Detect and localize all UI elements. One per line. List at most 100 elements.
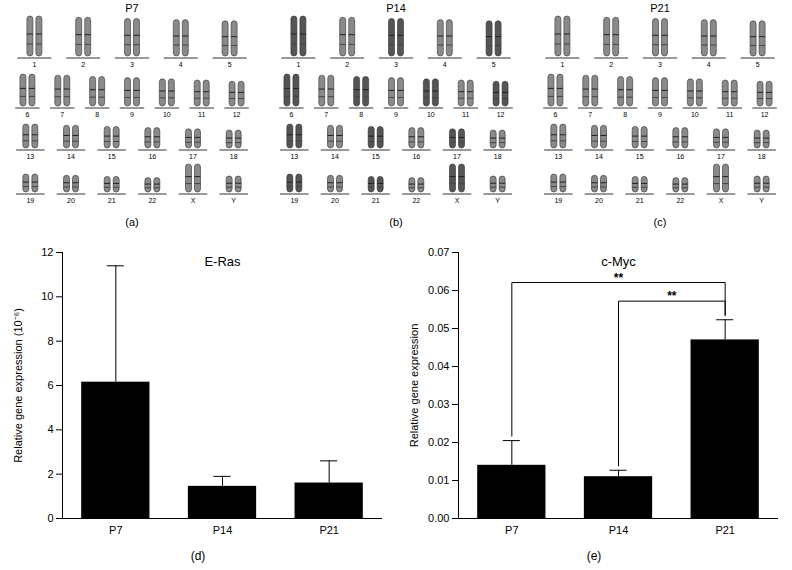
svg-text:7: 7 bbox=[60, 111, 64, 118]
svg-text:21: 21 bbox=[372, 197, 380, 204]
svg-text:11: 11 bbox=[726, 111, 733, 118]
svg-text:P14: P14 bbox=[609, 524, 629, 536]
svg-text:5: 5 bbox=[492, 61, 496, 68]
svg-text:19: 19 bbox=[290, 197, 298, 204]
svg-text:0.01: 0.01 bbox=[428, 474, 449, 486]
svg-text:9: 9 bbox=[658, 111, 662, 118]
svg-text:3: 3 bbox=[394, 61, 398, 68]
svg-text:X: X bbox=[719, 197, 724, 204]
svg-text:21: 21 bbox=[108, 197, 116, 204]
svg-text:P14: P14 bbox=[213, 524, 233, 536]
svg-text:12: 12 bbox=[41, 246, 53, 258]
svg-text:2: 2 bbox=[47, 468, 53, 480]
svg-text:8: 8 bbox=[359, 111, 363, 118]
svg-text:P7: P7 bbox=[505, 524, 518, 536]
svg-text:5: 5 bbox=[228, 61, 232, 68]
svg-text:c-Myc: c-Myc bbox=[601, 254, 636, 269]
svg-text:17: 17 bbox=[717, 153, 725, 160]
svg-text:0.06: 0.06 bbox=[428, 284, 449, 296]
svg-text:17: 17 bbox=[189, 153, 197, 160]
svg-text:P14: P14 bbox=[386, 2, 406, 14]
svg-text:22: 22 bbox=[412, 197, 420, 204]
svg-text:Y: Y bbox=[231, 197, 236, 204]
svg-text:18: 18 bbox=[230, 153, 238, 160]
svg-text:Y: Y bbox=[759, 197, 764, 204]
svg-text:P21: P21 bbox=[319, 524, 339, 536]
svg-text:22: 22 bbox=[148, 197, 156, 204]
svg-text:X: X bbox=[455, 197, 460, 204]
svg-text:1: 1 bbox=[296, 61, 300, 68]
svg-text:12: 12 bbox=[761, 111, 769, 118]
svg-text:0.04: 0.04 bbox=[428, 360, 449, 372]
svg-text:20: 20 bbox=[331, 197, 339, 204]
svg-text:2: 2 bbox=[81, 61, 85, 68]
svg-text:E-Ras: E-Ras bbox=[204, 254, 241, 269]
svg-text:20: 20 bbox=[595, 197, 603, 204]
svg-text:21: 21 bbox=[636, 197, 644, 204]
svg-text:20: 20 bbox=[67, 197, 75, 204]
svg-text:16: 16 bbox=[676, 153, 684, 160]
svg-text:0: 0 bbox=[47, 512, 53, 524]
svg-text:1: 1 bbox=[560, 61, 564, 68]
svg-text:14: 14 bbox=[67, 153, 75, 160]
svg-text:7: 7 bbox=[588, 111, 592, 118]
svg-text:P21: P21 bbox=[650, 2, 670, 14]
svg-text:(a): (a) bbox=[125, 216, 138, 228]
svg-text:Y: Y bbox=[495, 197, 500, 204]
svg-text:16: 16 bbox=[412, 153, 420, 160]
svg-text:6: 6 bbox=[289, 111, 293, 118]
svg-text:**: ** bbox=[614, 271, 624, 285]
svg-text:P21: P21 bbox=[715, 524, 735, 536]
svg-text:P7: P7 bbox=[109, 524, 122, 536]
svg-text:13: 13 bbox=[290, 153, 298, 160]
svg-text:4: 4 bbox=[47, 423, 53, 435]
svg-text:13: 13 bbox=[26, 153, 34, 160]
svg-text:17: 17 bbox=[453, 153, 461, 160]
svg-text:15: 15 bbox=[108, 153, 116, 160]
svg-text:15: 15 bbox=[372, 153, 380, 160]
svg-text:8: 8 bbox=[623, 111, 627, 118]
svg-text:10: 10 bbox=[163, 111, 171, 118]
svg-text:0.00: 0.00 bbox=[428, 512, 449, 524]
svg-text:0.07: 0.07 bbox=[428, 246, 449, 258]
svg-text:6: 6 bbox=[47, 379, 53, 391]
svg-text:4: 4 bbox=[179, 61, 183, 68]
svg-text:9: 9 bbox=[394, 111, 398, 118]
svg-text:P7: P7 bbox=[125, 2, 138, 14]
svg-text:7: 7 bbox=[324, 111, 328, 118]
svg-text:3: 3 bbox=[130, 61, 134, 68]
svg-text:2: 2 bbox=[609, 61, 613, 68]
svg-text:6: 6 bbox=[553, 111, 557, 118]
svg-text:12: 12 bbox=[497, 111, 505, 118]
svg-text:0.02: 0.02 bbox=[428, 436, 449, 448]
svg-text:9: 9 bbox=[130, 111, 134, 118]
svg-text:6: 6 bbox=[25, 111, 29, 118]
svg-text:X: X bbox=[191, 197, 196, 204]
svg-text:18: 18 bbox=[494, 153, 502, 160]
svg-text:8: 8 bbox=[47, 335, 53, 347]
svg-text:14: 14 bbox=[331, 153, 339, 160]
svg-text:2: 2 bbox=[345, 61, 349, 68]
svg-text:4: 4 bbox=[707, 61, 711, 68]
svg-text:(b): (b) bbox=[389, 216, 402, 228]
svg-text:15: 15 bbox=[636, 153, 644, 160]
svg-text:19: 19 bbox=[26, 197, 34, 204]
svg-text:18: 18 bbox=[758, 153, 766, 160]
svg-text:3: 3 bbox=[658, 61, 662, 68]
svg-text:16: 16 bbox=[148, 153, 156, 160]
svg-text:1: 1 bbox=[32, 61, 36, 68]
svg-text:4: 4 bbox=[443, 61, 447, 68]
svg-text:**: ** bbox=[667, 289, 677, 303]
svg-text:0.03: 0.03 bbox=[428, 398, 449, 410]
svg-text:Relative gene expression (10⁻⁶: Relative gene expression (10⁻⁶) bbox=[12, 308, 24, 463]
svg-text:8: 8 bbox=[95, 111, 99, 118]
svg-text:10: 10 bbox=[691, 111, 699, 118]
svg-text:14: 14 bbox=[595, 153, 603, 160]
svg-text:22: 22 bbox=[676, 197, 684, 204]
svg-text:(c): (c) bbox=[654, 216, 667, 228]
svg-text:11: 11 bbox=[198, 111, 205, 118]
svg-text:Relative gene expression: Relative gene expression bbox=[408, 324, 420, 448]
svg-text:13: 13 bbox=[554, 153, 562, 160]
svg-text:12: 12 bbox=[233, 111, 241, 118]
svg-text:5: 5 bbox=[756, 61, 760, 68]
